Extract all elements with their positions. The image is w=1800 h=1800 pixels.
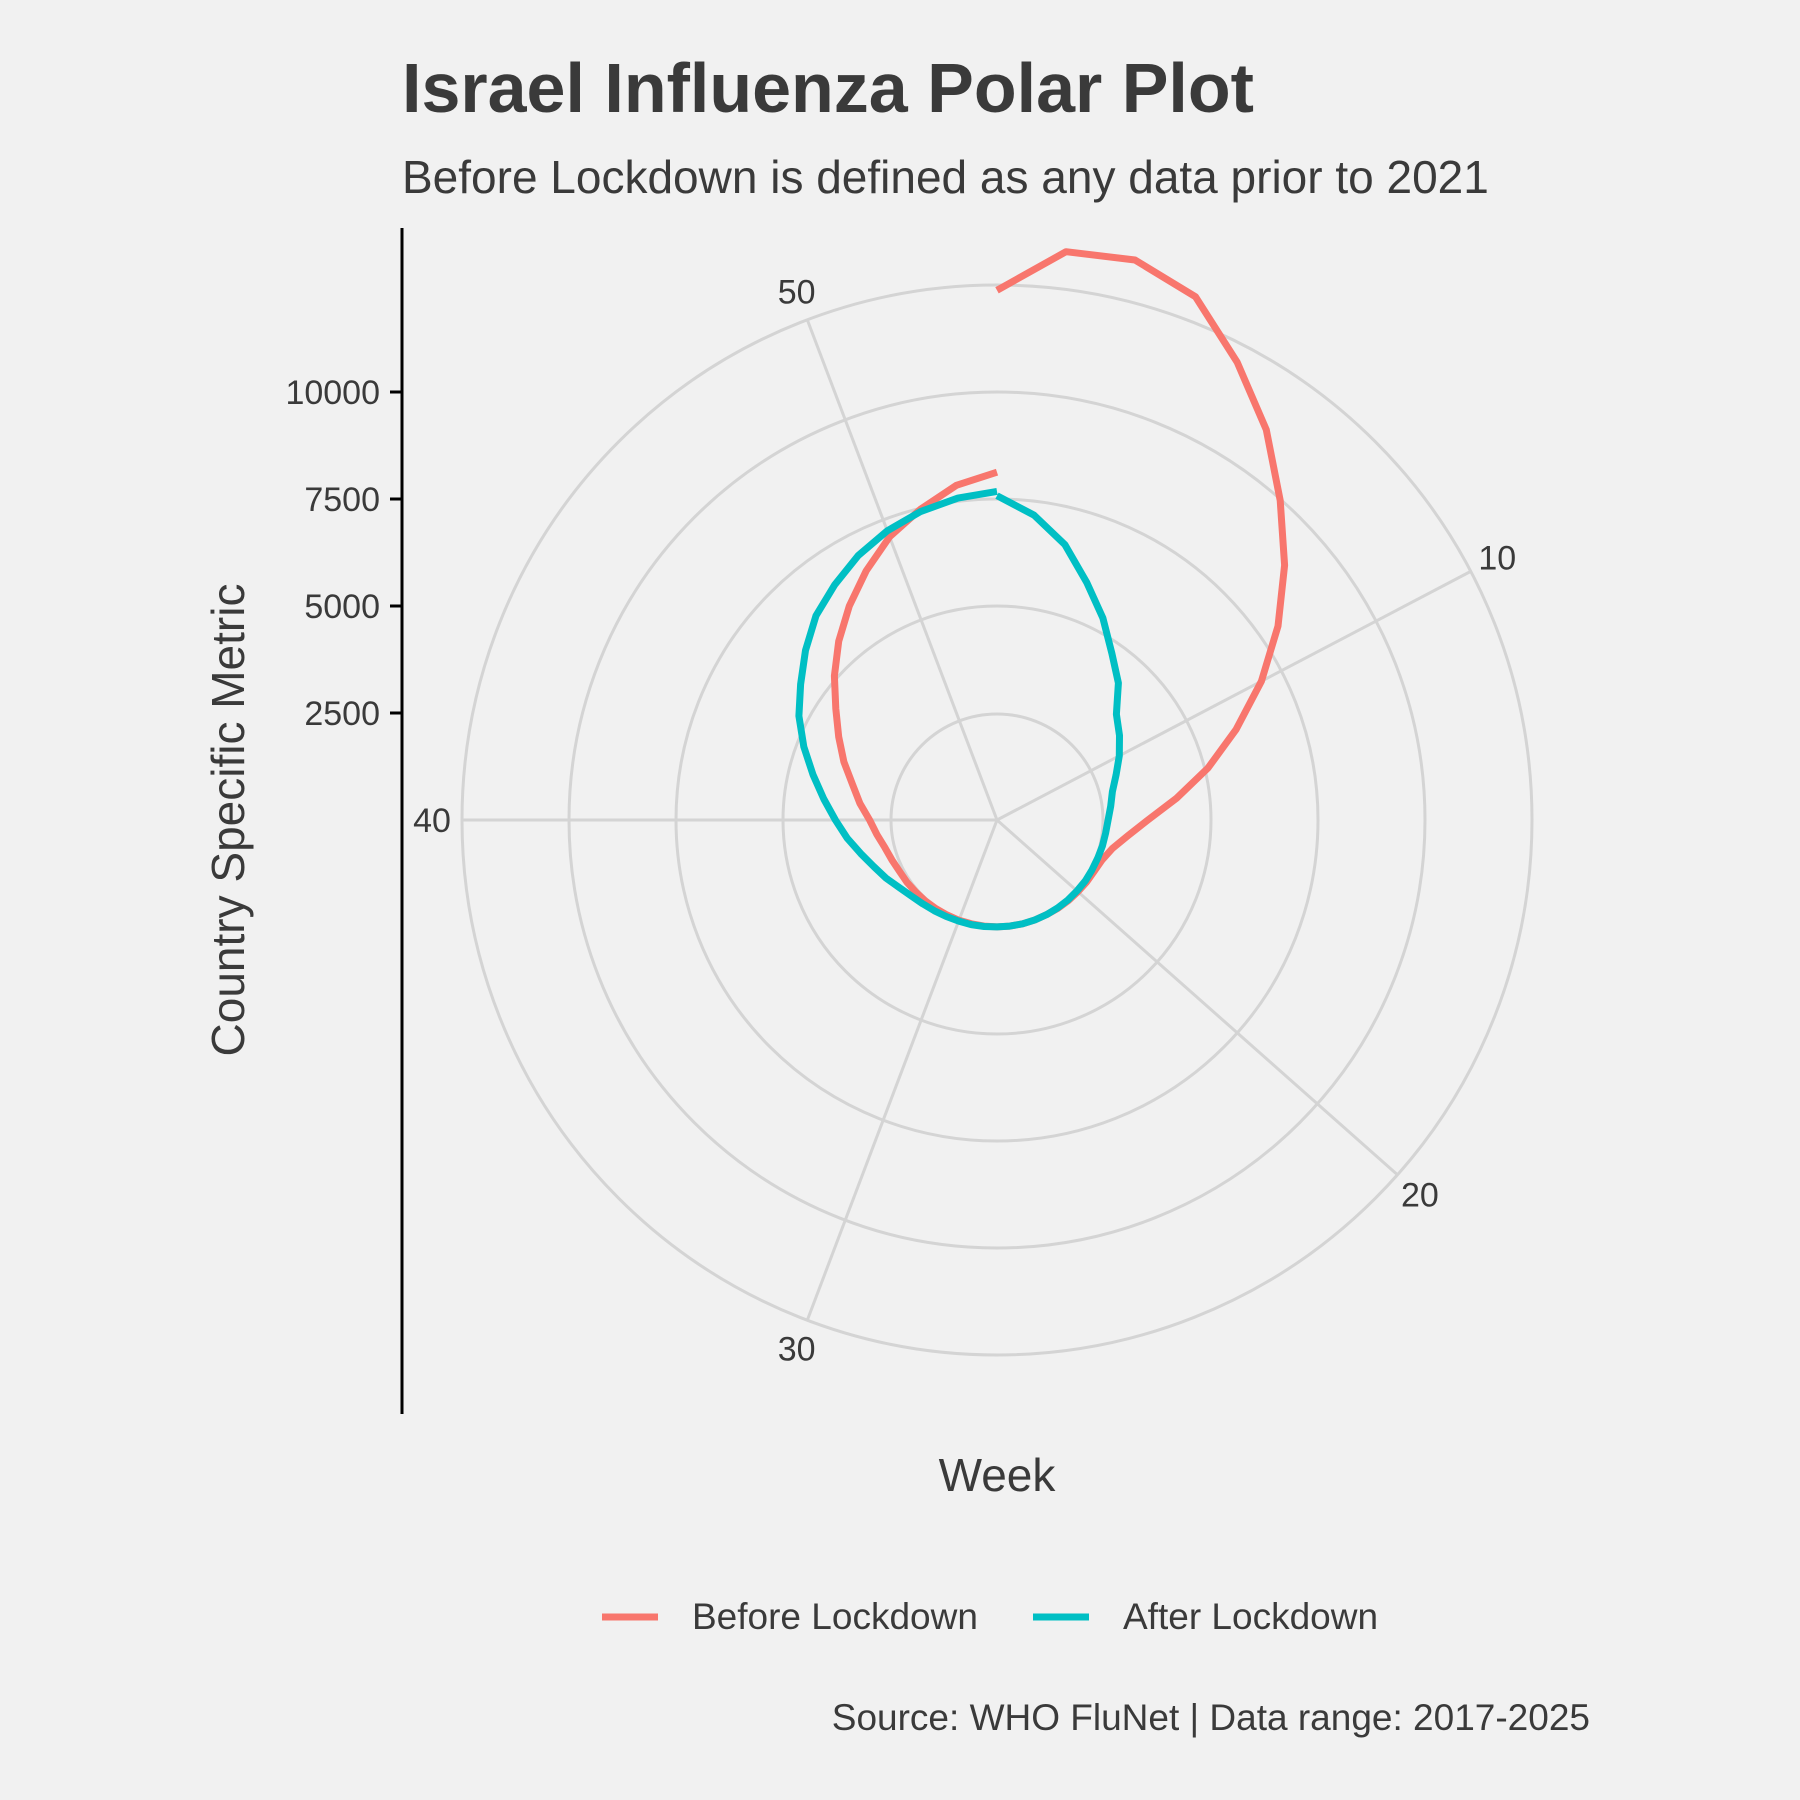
x-axis-title: Week	[939, 1449, 1057, 1501]
spoke-week-50	[805, 319, 999, 821]
legend-label-after: After Lockdown	[1123, 1596, 1378, 1637]
y-tick-label: 10000	[285, 374, 380, 412]
series-line-before-lockdown	[830, 248, 1289, 931]
legend-label-before: Before Lockdown	[692, 1596, 978, 1637]
y-axis-title: Country Specific Metric	[202, 584, 254, 1057]
y-tick-label: 7500	[304, 481, 380, 519]
week-tick-label: 30	[778, 1330, 816, 1368]
week-tick-labels: 10 20 30 40 50	[413, 274, 1516, 1369]
series-layer	[795, 248, 1289, 931]
week-tick-label: 20	[1401, 1177, 1439, 1215]
week-tick-label: 40	[413, 802, 451, 840]
chart-subtitle: Before Lockdown is defined as any data p…	[402, 151, 1489, 203]
spoke-week-30	[805, 819, 999, 1321]
y-tick-label: 5000	[304, 588, 380, 626]
y-tick-label: 2500	[304, 695, 380, 733]
legend: Before Lockdown After Lockdown	[602, 1596, 1378, 1637]
angular-gridlines	[462, 319, 1472, 1321]
chart-title: Israel Influenza Polar Plot	[402, 49, 1254, 127]
spoke-week-10	[996, 570, 1472, 822]
week-tick-label: 10	[1478, 539, 1516, 577]
series-line-after-lockdown	[795, 487, 1123, 931]
spoke-week-20	[996, 818, 1399, 1176]
week-tick-label: 50	[778, 274, 816, 312]
chart-caption: Source: WHO FluNet | Data range: 2017-20…	[831, 1697, 1590, 1738]
y-axis-ticks: 2500 5000 7500 10000	[285, 374, 402, 733]
